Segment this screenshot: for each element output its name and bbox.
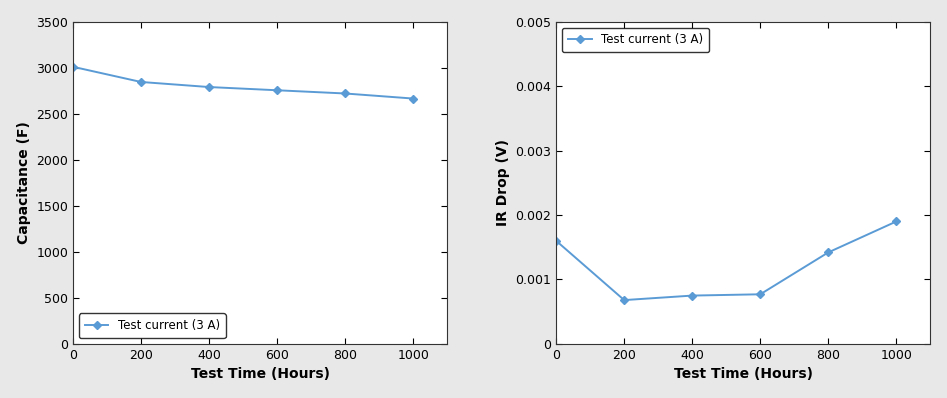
Test current (3 A)	[687, 293, 698, 298]
Test current (3 A)	[407, 96, 419, 101]
Test current (3 A)	[618, 298, 630, 302]
Test current (3 A)	[339, 91, 350, 96]
Line: Test current (3 A): Test current (3 A)	[553, 219, 899, 303]
Test current (3 A)	[550, 238, 562, 243]
Test current (3 A)	[272, 88, 283, 93]
Legend: Test current (3 A): Test current (3 A)	[563, 27, 709, 53]
Test current (3 A)	[823, 250, 834, 255]
Line: Test current (3 A): Test current (3 A)	[70, 64, 416, 101]
Test current (3 A)	[890, 219, 902, 224]
Y-axis label: IR Drop (V): IR Drop (V)	[495, 139, 509, 226]
X-axis label: Test Time (Hours): Test Time (Hours)	[190, 367, 330, 381]
Y-axis label: Capacitance (F): Capacitance (F)	[17, 121, 30, 244]
Test current (3 A)	[755, 292, 766, 297]
Test current (3 A)	[204, 85, 215, 90]
X-axis label: Test Time (Hours): Test Time (Hours)	[673, 367, 813, 381]
Test current (3 A)	[67, 64, 79, 69]
Test current (3 A)	[135, 80, 147, 84]
Legend: Test current (3 A): Test current (3 A)	[79, 313, 225, 338]
